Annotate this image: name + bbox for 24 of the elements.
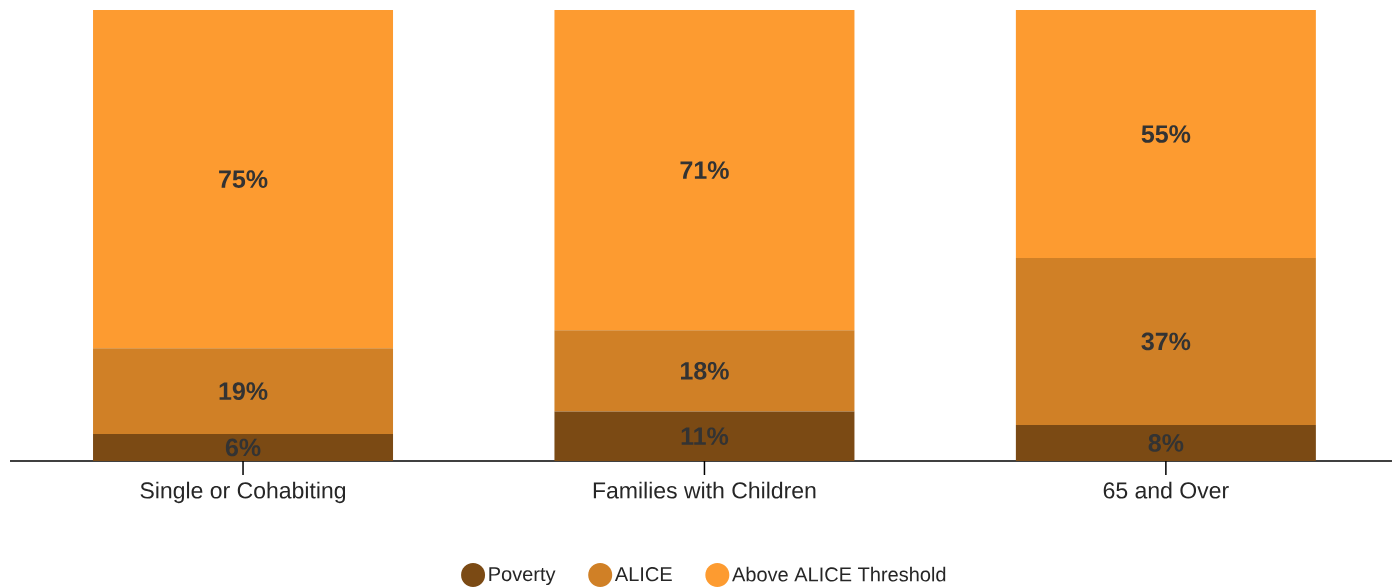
legend-label: ALICE bbox=[614, 567, 672, 582]
bar bbox=[554, 411, 855, 461]
data-label: 37% bbox=[1141, 332, 1191, 351]
data-label: 75% bbox=[219, 170, 268, 188]
x-tick-label: Families with Children bbox=[593, 481, 816, 499]
legend-label: Poverty bbox=[489, 567, 556, 586]
bar bbox=[93, 9, 394, 349]
bar bbox=[93, 348, 394, 434]
bar bbox=[1015, 424, 1316, 461]
data-label: 8% bbox=[1148, 434, 1184, 452]
bar bbox=[93, 433, 394, 461]
bar bbox=[554, 330, 855, 412]
data-label: 11% bbox=[681, 427, 729, 445]
data-label: 6% bbox=[225, 438, 261, 457]
data-label: 19% bbox=[219, 382, 268, 400]
data-label: 18% bbox=[681, 361, 729, 380]
data-label: 55% bbox=[1141, 125, 1191, 143]
bar bbox=[1015, 258, 1316, 425]
bar bbox=[554, 9, 855, 331]
legend-label: Above ALICE Threshold bbox=[732, 566, 946, 582]
bar bbox=[1015, 9, 1316, 259]
x-tick-label: 65 and Over bbox=[1103, 481, 1229, 499]
x-tick-label: Single or Cohabiting bbox=[140, 481, 346, 504]
data-label: 71% bbox=[680, 161, 729, 179]
